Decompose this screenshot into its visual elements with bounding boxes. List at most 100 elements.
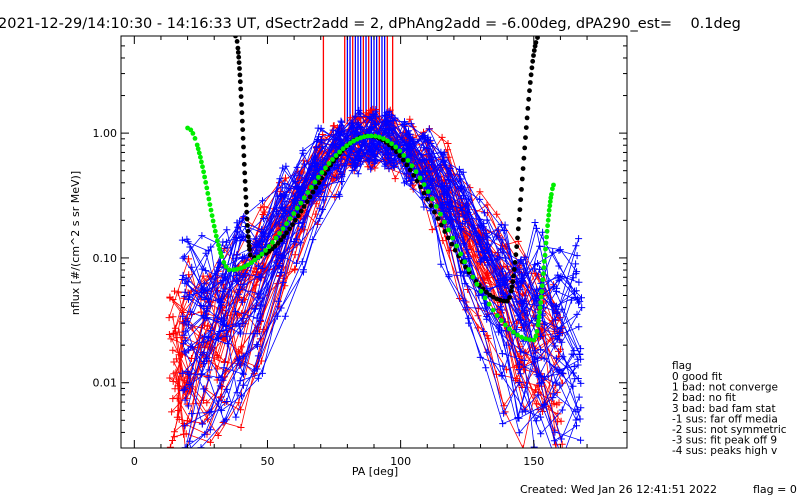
data-point-blue [550,390,558,398]
data-point-blue [503,341,511,349]
data-point-blue [367,165,375,173]
data-point-blue [558,338,566,346]
data-point-blue [180,422,188,430]
vertical-markers [322,36,394,124]
data-point-blue [498,236,506,244]
y-tick-label: 0.01 [93,377,118,390]
fit-dot-black [535,36,540,40]
fit-dot-green [291,211,297,216]
fit-dot-black [527,80,533,85]
data-point-blue [477,243,485,251]
fit-dot-black [523,135,528,141]
data-point-red [554,410,562,418]
data-point-blue [337,141,345,148]
fit-dot-green [223,264,229,269]
data-point-red [165,314,173,322]
data-point-red [282,174,289,182]
data-point-blue [455,170,463,178]
data-point-blue [537,346,545,354]
fit-dot-black [452,247,458,253]
data-point-blue [515,379,523,387]
fit-dot-green [316,174,321,180]
fit-dot-green [301,195,307,201]
data-point-blue [499,362,507,370]
fit-dot-green [546,207,552,213]
data-point-blue [180,331,188,339]
data-point-red [214,432,222,439]
data-point-blue [318,206,326,213]
data-point-blue [183,317,191,325]
fit-dot-green [188,127,194,133]
data-point-blue [400,138,408,146]
fit-dot-green [438,211,443,217]
fit-dot-black [247,247,252,252]
data-point-blue [479,223,487,231]
data-point-red [174,382,182,390]
data-point-blue [481,299,488,307]
fit-dot-green [397,148,403,154]
data-point-red [291,251,299,259]
data-point-blue [318,137,325,145]
data-point-red [200,396,207,404]
fit-dot-green [365,133,371,139]
data-point-blue [338,171,346,178]
data-point-blue [575,278,583,286]
data-point-blue [534,260,542,267]
fit-dot-green [534,329,540,334]
fit-dot-green [213,233,219,239]
fit-dot-green [551,182,556,188]
data-point-blue [178,236,186,244]
data-point-red [300,226,308,234]
fit-dot-black [240,127,246,132]
fit-dot-black [239,118,245,124]
data-point-blue [442,185,450,193]
fit-dot-black [504,298,510,304]
data-point-blue [222,275,230,283]
fit-dot-green [207,202,213,208]
data-point-blue [178,276,186,283]
data-point-red [558,440,566,448]
fit-dot-green [458,251,464,257]
data-point-blue [420,203,428,211]
data-point-blue [239,255,247,262]
data-point-blue [429,185,437,193]
fit-dot-green [385,138,390,144]
data-point-blue [207,243,215,251]
data-point-blue [180,253,188,261]
data-point-blue [354,157,362,164]
data-point-red [493,210,501,218]
data-point-blue [400,179,408,187]
fit-dot-black [237,72,243,78]
fit-dot-green [454,243,459,249]
fit-dot-green [405,158,411,163]
data-point-blue [573,252,581,260]
data-point-blue [275,262,283,270]
data-point-red [391,175,399,183]
legend-entry: -1 sus: far off media [672,413,778,425]
fit-dot-black [404,162,410,168]
fit-dot-green [542,252,548,258]
data-point-blue [181,279,189,287]
data-point-blue [552,303,559,311]
data-point-blue [577,355,585,363]
data-point-red [187,385,195,393]
data-point-blue [501,227,509,234]
fit-dot-black [533,40,539,45]
fit-dot-black [442,229,448,234]
fit-dot-black [233,36,238,39]
fit-dot-green [333,153,339,158]
data-point-blue [367,148,375,155]
data-point-red [237,424,245,431]
data-point-blue [236,361,244,369]
data-point-blue [381,162,389,170]
data-point-blue [181,385,188,393]
data-point-red [166,443,174,448]
fit-dot-black [487,292,493,298]
fit-dot-black [449,241,455,247]
fit-dot-green [550,186,555,192]
fit-dot-black [414,178,420,184]
data-point-blue [390,163,398,171]
fit-dot-black [281,234,287,239]
data-point-blue [214,335,222,343]
data-line-blue [188,109,574,374]
